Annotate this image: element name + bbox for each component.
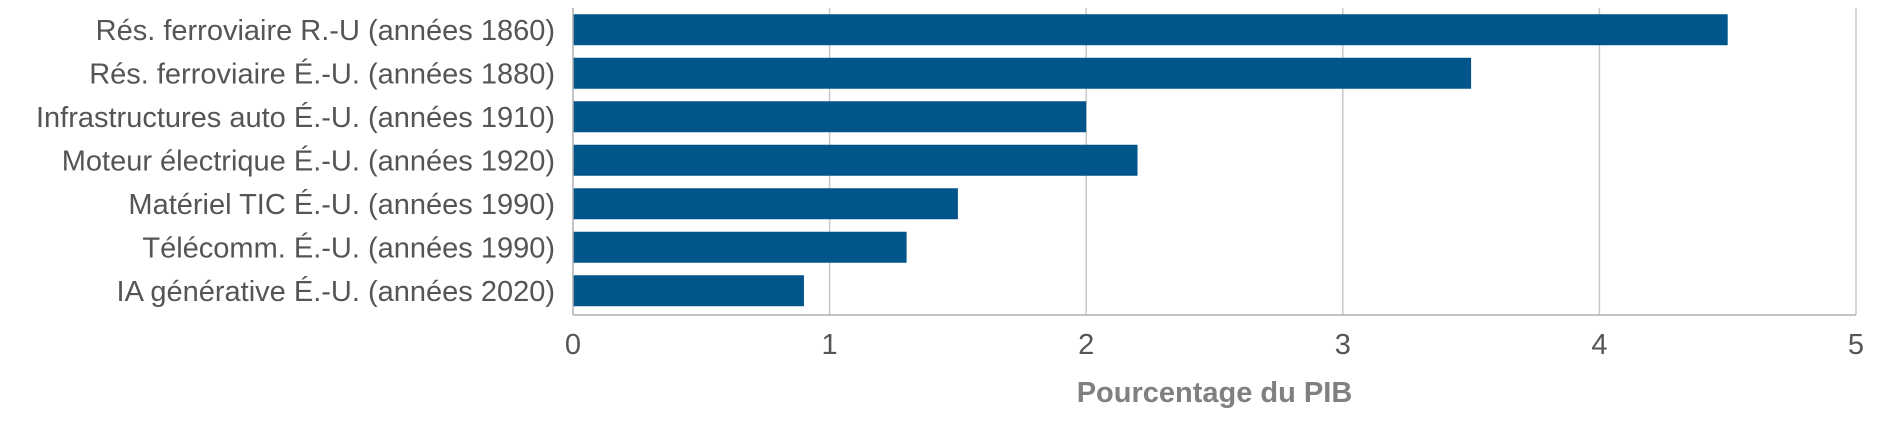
bar-6 [573, 231, 907, 263]
x-tick-label-0: 0 [565, 329, 581, 361]
bars [573, 14, 1728, 307]
category-label-5: Matériel TIC É.-U. (années 1990) [128, 188, 555, 221]
x-axis-title: Pourcentage du PIB [1077, 377, 1353, 409]
axes [572, 8, 1856, 316]
bar-1 [573, 14, 1728, 46]
category-label-7: IA générative É.-U. (années 2020) [117, 275, 555, 308]
bar-7 [573, 275, 804, 307]
x-tick-label-2: 2 [1078, 329, 1094, 361]
category-label-3: Infrastructures auto É.-U. (années 1910) [36, 101, 555, 134]
x-tick-labels: 0 1 2 3 4 5 [565, 329, 1864, 361]
category-label-6: Télécomm. É.-U. (années 1990) [142, 231, 555, 264]
x-tick-label-5: 5 [1848, 329, 1864, 361]
bar-4 [573, 144, 1138, 176]
x-tick-label-3: 3 [1335, 329, 1351, 361]
category-labels: Rés. ferroviaire R.-U (années 1860) Rés. … [36, 15, 555, 308]
category-label-4: Moteur électrique É.-U. (années 1920) [62, 144, 555, 177]
category-label-1: Rés. ferroviaire R.-U (années 1860) [96, 15, 555, 47]
bar-2 [573, 57, 1472, 89]
x-tick-label-4: 4 [1591, 329, 1607, 361]
category-label-2: Rés. ferroviaire É.-U. (années 1880) [89, 57, 555, 90]
bar-3 [573, 101, 1087, 133]
bar-5 [573, 188, 958, 220]
x-tick-label-1: 1 [822, 329, 838, 361]
